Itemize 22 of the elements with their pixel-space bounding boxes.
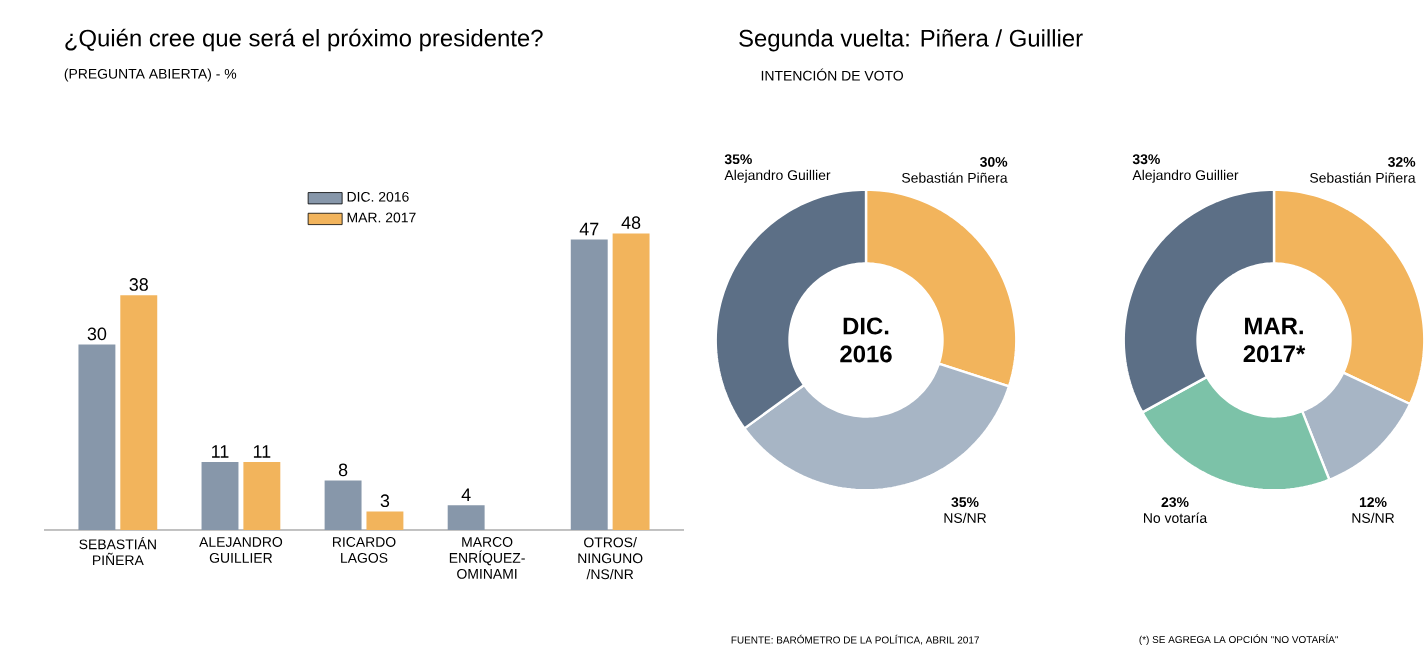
bar: [243, 462, 281, 530]
data-label: 38: [129, 278, 148, 291]
data-label: 11: [253, 445, 271, 458]
bar: [201, 462, 239, 530]
bar: [78, 344, 116, 530]
data-label: 4: [461, 488, 471, 501]
data-label: 8: [338, 463, 348, 477]
data-label: 47: [579, 222, 599, 236]
bar: [324, 480, 362, 530]
chart-title: ¿Quién cree que será el próximo presidente?: [65, 28, 543, 52]
text: MAR. 2017*: [1243, 317, 1306, 363]
bar: [366, 511, 404, 530]
bar: [447, 505, 485, 530]
data-label: 48: [621, 216, 641, 230]
bar: [120, 295, 158, 530]
bar: [570, 239, 608, 530]
text: DIC. 2016: [840, 317, 892, 363]
bar: [612, 233, 650, 530]
data-label: 11: [212, 445, 229, 458]
data-label: 30: [87, 327, 107, 341]
data-label: 3: [380, 494, 390, 508]
chart-title: Segunda vuelta: Piñera / Guillier: [739, 29, 1083, 52]
